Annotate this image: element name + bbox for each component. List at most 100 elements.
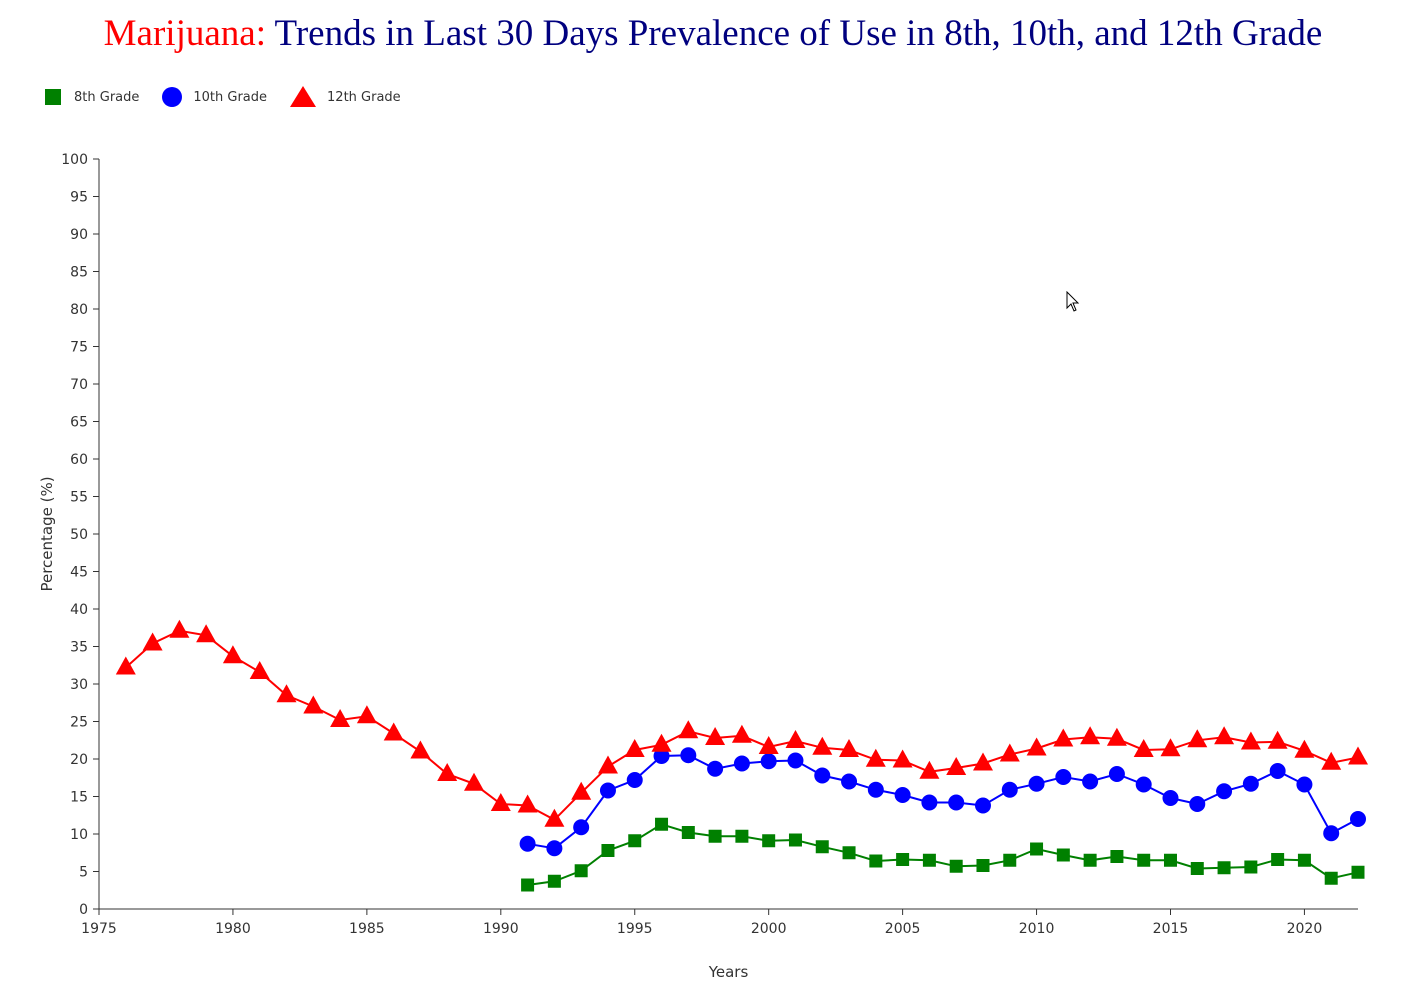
- legend-label-12th-grade: 12th Grade: [327, 89, 401, 105]
- data-point-8th-grade: [681, 826, 695, 839]
- data-point-12th-grade: [517, 794, 538, 813]
- x-tick-label: 1990: [483, 921, 519, 937]
- data-point-12th-grade: [973, 752, 993, 771]
- data-point-10th-grade: [1323, 825, 1340, 842]
- data-point-10th-grade: [599, 782, 616, 799]
- data-point-10th-grade: [626, 772, 643, 788]
- data-point-8th-grade: [1351, 865, 1365, 879]
- y-tick-label: 45: [70, 565, 88, 581]
- data-point-12th-grade: [1348, 746, 1368, 765]
- legend-label-10th-grade: 10th Grade: [193, 89, 268, 105]
- x-tick-label: 2010: [1019, 921, 1055, 937]
- data-point-12th-grade: [1106, 727, 1127, 746]
- legend-item-12th-grade[interactable]: 12th Grade: [289, 85, 401, 109]
- data-point-8th-grade: [1163, 853, 1177, 867]
- data-point-8th-grade: [1056, 848, 1070, 862]
- chart-title: Marijuana: Trends in Last 30 Days Preval…: [0, 10, 1426, 58]
- data-point-10th-grade: [1082, 773, 1099, 790]
- data-point-8th-grade: [869, 854, 883, 868]
- legend-item-8th-grade[interactable]: 8th Grade: [42, 86, 139, 108]
- data-point-10th-grade: [1350, 811, 1366, 827]
- y-tick-label: 55: [70, 490, 88, 506]
- data-point-10th-grade: [1055, 769, 1072, 785]
- data-point-10th-grade: [921, 794, 938, 811]
- data-point-10th-grade: [1242, 775, 1259, 792]
- data-point-8th-grade: [574, 864, 588, 878]
- data-point-12th-grade: [946, 757, 967, 775]
- data-point-12th-grade: [383, 722, 404, 741]
- data-point-10th-grade: [1189, 796, 1206, 812]
- data-point-8th-grade: [1324, 871, 1338, 885]
- title-accent: Marijuana:: [103, 13, 266, 54]
- y-tick-label: 65: [70, 415, 88, 431]
- y-tick-label: 0: [79, 902, 88, 918]
- y-tick-label: 25: [70, 715, 88, 731]
- x-tick-label: 2000: [751, 921, 787, 937]
- data-point-10th-grade: [519, 835, 536, 852]
- data-point-12th-grade: [142, 632, 163, 651]
- y-tick-label: 30: [70, 677, 88, 693]
- title-main: Trends in Last 30 Days Prevalence of Use…: [265, 13, 1323, 54]
- data-point-8th-grade: [1271, 853, 1285, 866]
- data-point-8th-grade: [708, 829, 722, 843]
- y-tick-label: 10: [70, 827, 88, 843]
- square-marker-icon: [45, 89, 61, 105]
- data-point-12th-grade: [1321, 751, 1342, 770]
- data-point-8th-grade: [1030, 842, 1044, 856]
- data-point-12th-grade: [678, 720, 699, 739]
- data-point-12th-grade: [919, 760, 940, 779]
- data-point-8th-grade: [735, 829, 749, 843]
- y-tick-label: 90: [70, 227, 88, 243]
- data-point-10th-grade: [974, 797, 991, 814]
- data-point-12th-grade: [1294, 739, 1315, 758]
- data-point-12th-grade: [1214, 726, 1235, 745]
- data-point-12th-grade: [785, 730, 806, 748]
- data-point-12th-grade: [437, 763, 458, 781]
- data-point-12th-grade: [356, 705, 377, 724]
- data-point-12th-grade: [222, 645, 243, 664]
- data-point-8th-grade: [842, 846, 856, 860]
- y-tick-label: 60: [70, 452, 88, 468]
- y-axis-label: Percentage (%): [38, 476, 56, 591]
- data-point-8th-grade: [976, 859, 990, 872]
- data-point-10th-grade: [546, 840, 563, 857]
- data-point-12th-grade: [249, 661, 270, 679]
- data-point-8th-grade: [1003, 853, 1017, 867]
- data-point-8th-grade: [547, 874, 561, 888]
- data-point-12th-grade: [490, 793, 511, 811]
- data-point-8th-grade: [628, 834, 642, 848]
- x-tick-label: 1985: [349, 921, 385, 937]
- x-tick-label: 1980: [215, 921, 251, 937]
- legend-item-10th-grade[interactable]: 10th Grade: [161, 86, 267, 108]
- x-tick-label: 1995: [617, 921, 653, 937]
- data-point-10th-grade: [867, 781, 884, 798]
- legend-label-8th-grade: 8th Grade: [74, 89, 140, 105]
- data-point-10th-grade: [1028, 775, 1045, 792]
- mouse-pointer-icon: [1066, 291, 1080, 312]
- y-tick-label: 75: [70, 340, 88, 356]
- data-point-8th-grade: [521, 878, 535, 892]
- data-point-10th-grade: [894, 787, 911, 803]
- data-point-12th-grade: [544, 808, 565, 827]
- y-tick-label: 35: [70, 640, 88, 656]
- y-tick-label: 40: [70, 602, 88, 618]
- data-point-12th-grade: [1133, 739, 1154, 757]
- data-point-12th-grade: [705, 727, 726, 745]
- data-point-8th-grade: [1297, 853, 1311, 867]
- data-point-12th-grade: [276, 684, 297, 703]
- data-point-12th-grade: [651, 733, 672, 752]
- x-tick-label: 2015: [1153, 921, 1189, 937]
- data-point-10th-grade: [814, 767, 831, 784]
- data-point-12th-grade: [812, 736, 833, 755]
- data-point-8th-grade: [1083, 853, 1097, 867]
- data-point-10th-grade: [1216, 783, 1233, 800]
- data-point-10th-grade: [948, 794, 965, 811]
- data-point-12th-grade: [303, 695, 324, 714]
- data-point-12th-grade: [464, 772, 484, 791]
- data-point-12th-grade: [571, 781, 592, 800]
- data-point-8th-grade: [922, 853, 936, 867]
- data-point-12th-grade: [1080, 726, 1101, 745]
- data-point-12th-grade: [1267, 730, 1288, 749]
- data-point-10th-grade: [573, 819, 590, 836]
